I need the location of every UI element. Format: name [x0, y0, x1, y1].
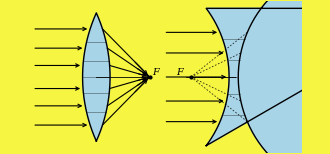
Polygon shape [206, 0, 330, 154]
Text: F: F [176, 69, 182, 77]
Polygon shape [82, 13, 110, 141]
Text: F: F [152, 68, 159, 77]
